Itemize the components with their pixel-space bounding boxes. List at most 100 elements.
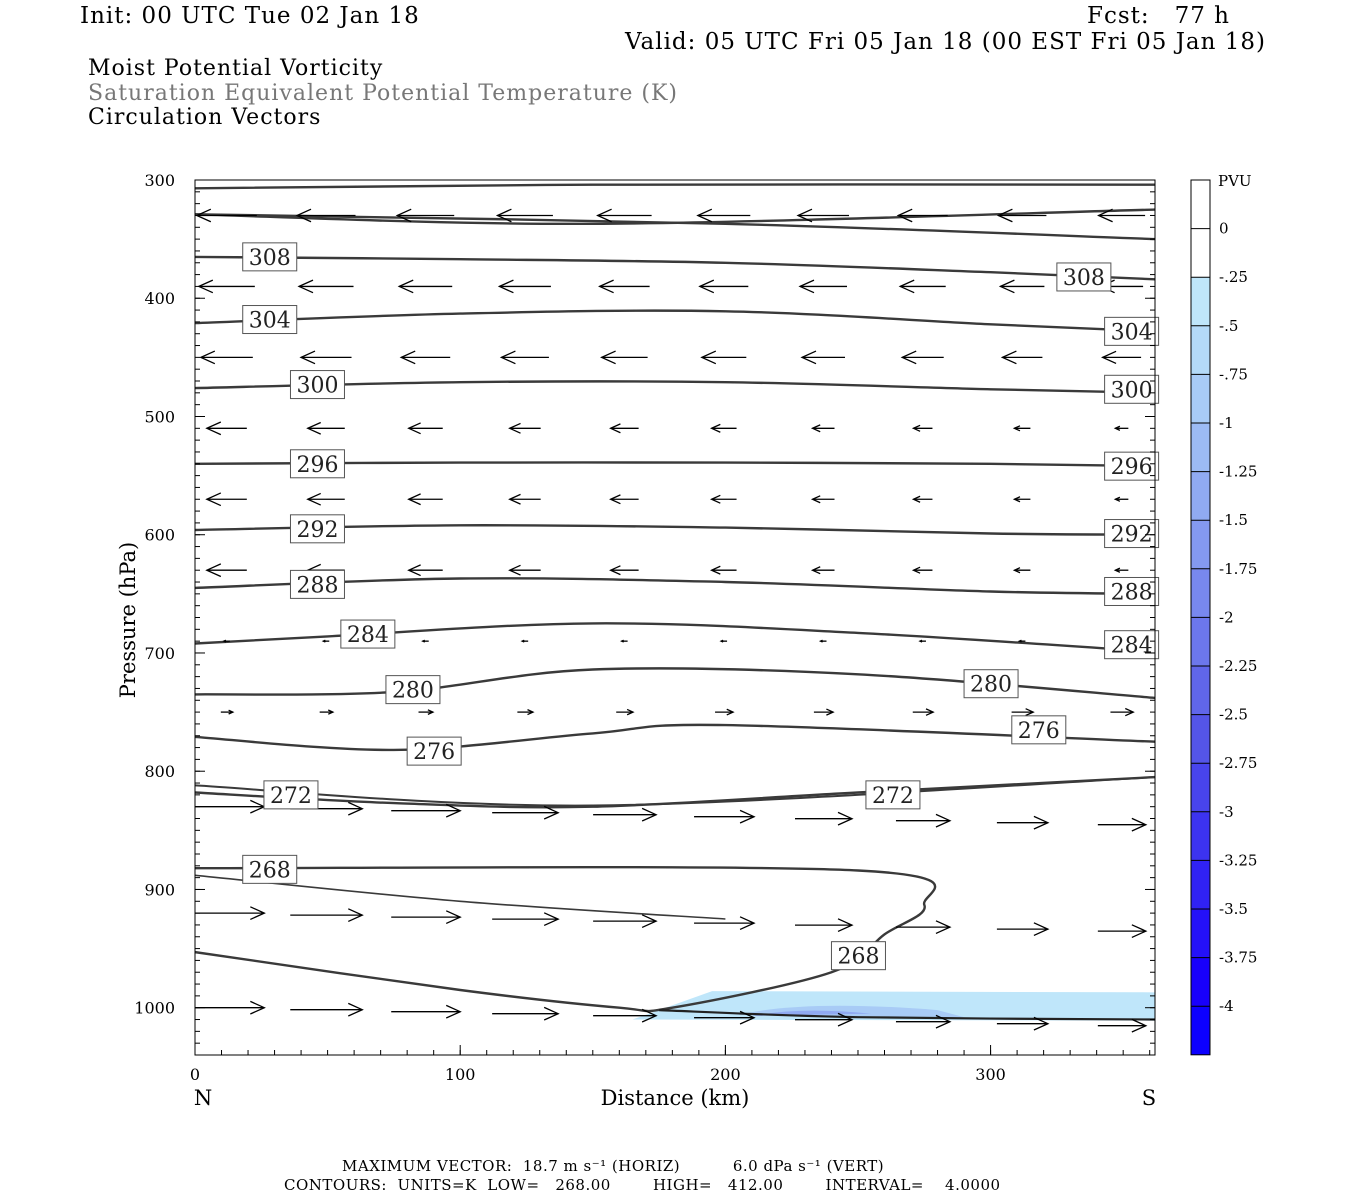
vector-head [609, 565, 621, 576]
vector-head [395, 208, 412, 223]
vector-head [911, 424, 921, 432]
x-axis-label: Distance (km) [601, 1086, 750, 1110]
vector-head [495, 208, 512, 223]
contour-label-308: 308 [249, 246, 291, 271]
colorbar-swatch [1191, 423, 1210, 472]
colorbar-swatch [1191, 666, 1210, 715]
contour-label-box [289, 569, 345, 599]
colorbar-label: -.5 [1219, 317, 1238, 335]
vector-head [306, 421, 321, 435]
vector-head [348, 801, 364, 816]
contour-label-box [1104, 576, 1160, 606]
vector-head [445, 803, 462, 818]
contour-label-308: 308 [1063, 266, 1105, 291]
vector-head [641, 1008, 658, 1023]
vector-head [1012, 425, 1021, 432]
field-title-theta-es: Saturation Equivalent Potential Temperat… [88, 81, 678, 106]
vector-head [1033, 922, 1050, 937]
vector-head [641, 807, 658, 822]
contour-label-box [385, 675, 441, 705]
vector-head [399, 350, 416, 365]
vector-head [826, 708, 835, 716]
vector-head [299, 350, 316, 365]
footer-max-vector: MAXIMUM VECTOR: 18.7 m s⁻¹ (HORIZ) 6.0 d… [342, 1157, 885, 1175]
y-tick-label: 500 [144, 407, 175, 426]
vector-head [810, 566, 821, 575]
contour-label-box [1104, 451, 1160, 481]
vector-head [295, 208, 312, 223]
vector-head [199, 350, 216, 365]
vector-head [1012, 567, 1021, 574]
vector-head [726, 708, 735, 716]
vector-head [837, 1012, 854, 1027]
vector-head [709, 565, 721, 575]
contour-label-300: 300 [1111, 378, 1153, 403]
contour-label-280: 280 [392, 679, 434, 704]
contour-276 [195, 723, 1155, 752]
valid-time: Valid: 05 UTC Fri 05 Jan 18 (00 EST Fri … [625, 29, 1266, 55]
colorbar-swatch [1191, 811, 1210, 861]
colorbar-swatch [1191, 1006, 1210, 1055]
init-time: Init: 00 UTC Tue 02 Jan 18 [80, 3, 420, 29]
vector-head [837, 811, 854, 826]
colorbar-label: -1.5 [1219, 511, 1248, 529]
vector-head [1033, 815, 1050, 830]
contour-label-292: 292 [296, 518, 338, 543]
contour-284 [195, 622, 1155, 653]
vector-head [205, 492, 222, 507]
colorbar-label: 0 [1219, 220, 1229, 238]
colorbar-swatch [1191, 860, 1210, 909]
vector-head [698, 279, 715, 294]
colorbar-swatch [1191, 471, 1210, 521]
contour-label-272: 272 [872, 784, 914, 809]
vector-head [497, 279, 514, 294]
contour-label-284: 284 [347, 623, 389, 648]
field-title-mpv: Moist Potential Vorticity [88, 56, 384, 81]
vector-head [1125, 707, 1135, 717]
vector-head [796, 208, 813, 223]
vector-head [205, 563, 222, 578]
vector-head [998, 279, 1015, 294]
field-title-vectors: Circulation Vectors [88, 105, 322, 130]
circulation-vectors [195, 208, 1148, 1033]
vector-head [911, 495, 921, 503]
x-tick-label: 100 [445, 1065, 476, 1084]
contour-label-box [1011, 715, 1067, 745]
contour-label-box [242, 305, 298, 335]
colorbar-swatch [1191, 763, 1210, 812]
forecast-hour: Fcst: 77 h [1087, 3, 1230, 29]
vector-head [348, 908, 364, 923]
y-tick-label: 600 [144, 526, 175, 545]
vector-head [996, 208, 1013, 223]
vector-head [896, 208, 913, 223]
contour-label-box [242, 242, 298, 272]
contour-label-300: 300 [296, 374, 338, 399]
colorbar-swatch [1191, 374, 1210, 423]
colorbar-swatch [1191, 568, 1210, 618]
contour-308 [195, 255, 1155, 281]
contour-label-box [963, 669, 1019, 699]
colorbar-swatch [1191, 228, 1210, 278]
x-tick-label: 300 [975, 1065, 1006, 1084]
colorbar-swatch [1191, 277, 1210, 326]
ground-contour [659, 1009, 1155, 1021]
vector-head [1131, 924, 1148, 939]
contour-top-a [195, 183, 1155, 190]
vector-head [700, 350, 717, 365]
vector-head [205, 421, 222, 436]
vector-head [1012, 496, 1021, 503]
vector-head [696, 208, 713, 223]
vector-head [407, 564, 421, 577]
y-axis-label: Pressure (hPa) [116, 542, 140, 698]
colorbar-label: -3 [1219, 803, 1234, 821]
vector-head [407, 493, 421, 506]
vector-head [1000, 350, 1017, 365]
vector-head [250, 906, 266, 921]
vector-head [407, 422, 421, 435]
contour-label-box [1056, 262, 1112, 292]
vector-head [445, 1004, 462, 1019]
vector-head [397, 279, 414, 294]
vector-head [508, 493, 521, 505]
vector-head [508, 564, 521, 576]
